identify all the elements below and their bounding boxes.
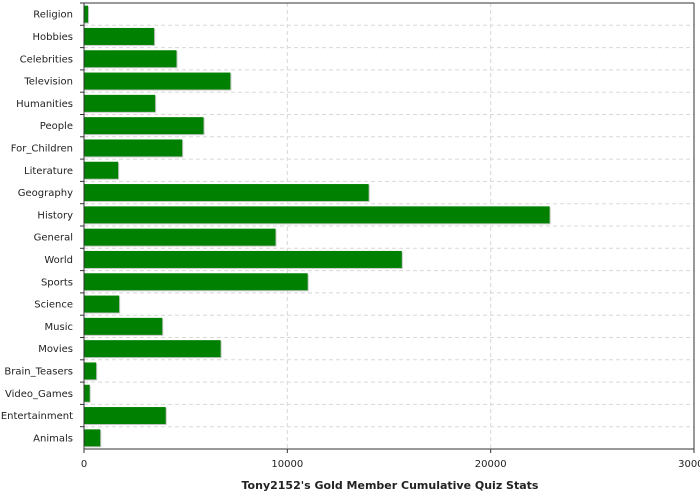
bar-animals (84, 429, 101, 447)
category-label: Literature (24, 166, 73, 177)
x-tick-label: 0 (81, 459, 87, 470)
x-tick-label: 20000 (475, 459, 507, 470)
x-tick-labels: 0 10000 20000 30000 (81, 449, 700, 470)
category-label: Geography (18, 188, 73, 199)
category-label: World (44, 255, 73, 266)
bar-brain_teasers (84, 362, 97, 380)
category-label: Movies (38, 344, 73, 355)
category-label: Science (34, 300, 73, 311)
bar-entertainment (84, 407, 166, 425)
bar-general (84, 228, 276, 246)
category-label: For_Children (11, 143, 73, 154)
bar-history (84, 206, 550, 224)
bar-music (84, 317, 163, 335)
x-axis-title: Tony2152's Gold Member Cumulative Quiz S… (242, 479, 539, 492)
bar-religion (84, 5, 89, 23)
bar-geography (84, 184, 369, 202)
category-label: Entertainment (1, 411, 73, 422)
axes (83, 2, 695, 450)
category-label: Animals (33, 433, 73, 444)
bars (84, 5, 551, 448)
bar-literature (84, 161, 119, 179)
bar-humanities (84, 94, 156, 112)
category-labels: Religion Hobbies Celebrities Television Huma… (1, 2, 84, 444)
bar-science (84, 295, 120, 313)
bar-people (84, 117, 204, 135)
category-label: Music (45, 322, 73, 333)
bar-hobbies (84, 27, 155, 45)
category-label: Religion (33, 10, 73, 21)
category-label: Celebrities (20, 54, 73, 65)
bar-movies (84, 340, 221, 358)
bar-video_games (84, 384, 90, 402)
category-label: Sports (41, 277, 73, 288)
bar-television (84, 72, 231, 90)
bar-for_children (84, 139, 183, 157)
category-label: Humanities (16, 99, 73, 110)
grid-lines (84, 3, 694, 449)
category-label: People (40, 121, 73, 132)
x-tick-label: 10000 (271, 459, 303, 470)
bar-world (84, 250, 402, 268)
category-label: Television (23, 77, 73, 88)
category-label: Brain_Teasers (4, 366, 73, 377)
category-label: Video_Games (5, 389, 73, 400)
bar-sports (84, 273, 308, 291)
category-label: Hobbies (33, 32, 73, 43)
bar-celebrities (84, 50, 177, 68)
category-label: General (34, 233, 73, 244)
category-label: History (37, 210, 73, 221)
x-tick-label: 30000 (678, 459, 700, 470)
